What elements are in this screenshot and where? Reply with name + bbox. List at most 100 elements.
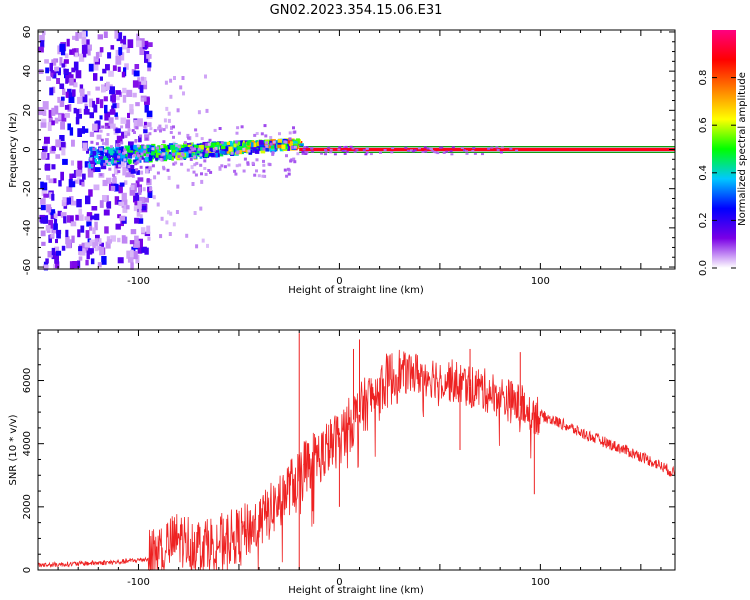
tone-cell <box>183 141 187 145</box>
tone-cell <box>190 146 194 149</box>
tone-cell <box>240 125 244 129</box>
tone-cell <box>203 147 206 152</box>
noise-cell <box>71 67 76 73</box>
noise-cell <box>44 165 50 170</box>
colorbar-gradient <box>712 30 736 268</box>
noise-cell <box>136 240 140 248</box>
tone-cell <box>341 149 345 152</box>
noise-cell <box>78 32 82 39</box>
noise-cell <box>193 211 197 215</box>
tone-cell <box>172 149 176 154</box>
noise-cell <box>106 201 112 209</box>
noise-cell <box>99 115 103 120</box>
noise-cell <box>98 238 102 245</box>
noise-cell <box>99 47 104 53</box>
tone-cell <box>140 152 144 156</box>
noise-cell <box>48 219 54 229</box>
noise-cell <box>97 34 103 40</box>
tone-cell <box>89 157 93 161</box>
tone-cell <box>228 146 233 152</box>
tone-cell <box>431 150 435 153</box>
noise-cell <box>195 133 199 138</box>
tone-cell <box>146 153 149 157</box>
tone-cell <box>460 146 464 149</box>
tone-cell <box>214 149 219 153</box>
tone-cell <box>99 147 103 151</box>
tone-cell <box>240 149 244 155</box>
noise-cell <box>167 175 171 180</box>
noise-cell <box>59 43 66 52</box>
noise-cell <box>102 179 108 187</box>
noise-cell <box>59 83 65 89</box>
tone-cell <box>166 148 170 154</box>
noise-cell <box>62 158 68 165</box>
noise-cell <box>120 39 126 44</box>
noise-cell <box>53 213 58 219</box>
noise-cell <box>68 179 73 188</box>
noise-cell <box>65 75 69 84</box>
tone-cell <box>119 151 124 155</box>
noise-cell <box>39 35 45 42</box>
noise-cell <box>138 208 142 213</box>
tone-cell <box>131 174 135 178</box>
noise-cell <box>142 187 146 192</box>
noise-cell <box>85 259 89 266</box>
noise-cell <box>108 117 114 126</box>
noise-cell <box>117 237 121 243</box>
tone-cell <box>155 152 161 158</box>
spectrogram-y-ticks: -60 -40 -20 0 20 40 60 <box>22 26 675 275</box>
tone-cell <box>262 147 266 151</box>
tone-cell <box>270 144 275 149</box>
tone-cell <box>120 154 126 159</box>
tone-cell <box>260 148 266 154</box>
noise-cell <box>89 112 94 119</box>
tone-cell <box>227 141 231 145</box>
tone-cell <box>364 153 368 156</box>
y-tick-label: 0 <box>22 146 33 152</box>
tone-cell <box>304 153 308 155</box>
tone-cell <box>124 135 128 139</box>
noise-cell <box>134 64 140 70</box>
tone-cell <box>113 160 117 164</box>
noise-cell <box>52 71 57 79</box>
noise-cell <box>138 186 142 195</box>
tone-cell <box>128 152 134 157</box>
tone-cell <box>343 153 347 155</box>
tone-cell <box>432 150 436 153</box>
tone-cell <box>436 152 440 155</box>
tone-cell <box>411 150 415 153</box>
tone-cell <box>496 148 500 151</box>
noise-cell <box>117 66 121 72</box>
noise-cell <box>77 229 81 238</box>
noise-cell <box>82 142 88 151</box>
tone-cell <box>230 142 235 148</box>
spectrogram-cells <box>38 30 675 271</box>
noise-cell <box>61 199 67 207</box>
noise-cell <box>88 63 94 72</box>
tone-cell <box>195 149 201 154</box>
tone-cell <box>289 141 293 146</box>
noise-cell <box>44 136 50 144</box>
noise-cell <box>43 141 48 151</box>
snr-series <box>37 333 676 572</box>
tone-cell <box>224 146 229 152</box>
noise-cell <box>61 63 66 68</box>
noise-cell <box>55 139 61 148</box>
tone-cell <box>250 142 254 148</box>
snr-line <box>37 349 676 572</box>
tone-cell <box>191 153 195 157</box>
noise-cell <box>168 232 172 236</box>
noise-cell <box>56 229 62 235</box>
noise-cell <box>49 87 54 96</box>
tone-cell <box>439 146 442 149</box>
tone-cell <box>117 155 121 159</box>
tone-cell <box>286 167 290 171</box>
tone-cell <box>191 148 195 152</box>
snr-axes-box <box>37 329 676 571</box>
tone-cell <box>95 142 99 146</box>
noise-cell <box>97 51 103 57</box>
tone-cell <box>148 132 152 136</box>
tone-cell <box>177 145 181 149</box>
tone-cell <box>263 174 267 178</box>
